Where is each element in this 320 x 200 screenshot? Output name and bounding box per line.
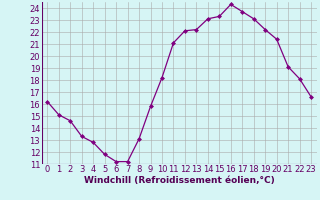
X-axis label: Windchill (Refroidissement éolien,°C): Windchill (Refroidissement éolien,°C) [84,176,275,185]
